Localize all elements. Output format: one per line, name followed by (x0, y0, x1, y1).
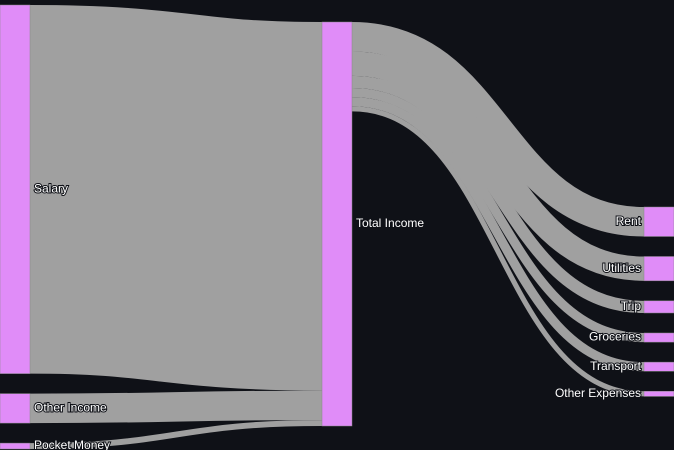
node-label: Utilities (602, 261, 641, 275)
node (643, 300, 674, 314)
node-label: Groceries (589, 330, 641, 344)
node-label: Salary (34, 181, 68, 195)
link (29, 390, 323, 424)
link (29, 5, 323, 391)
link (351, 97, 645, 372)
link (351, 87, 645, 343)
link (351, 75, 645, 313)
node (0, 4, 31, 374)
link (29, 420, 323, 449)
node (0, 442, 31, 450)
node-label: Total Income (356, 216, 424, 230)
node-label: Trip (621, 299, 642, 313)
link (351, 106, 645, 397)
node-label: Pocket Money (34, 438, 110, 450)
node (0, 393, 31, 424)
node-label: Other Income (34, 401, 107, 415)
link (351, 21, 645, 237)
node (643, 332, 674, 343)
link (351, 51, 645, 281)
node-label: Transport (590, 359, 642, 373)
links (29, 5, 645, 449)
node (321, 21, 353, 427)
node (643, 206, 674, 237)
node (643, 361, 674, 372)
node (643, 256, 674, 282)
node-label: Other Expenses (555, 386, 641, 400)
node-label: Rent (616, 214, 642, 228)
node (643, 391, 674, 397)
